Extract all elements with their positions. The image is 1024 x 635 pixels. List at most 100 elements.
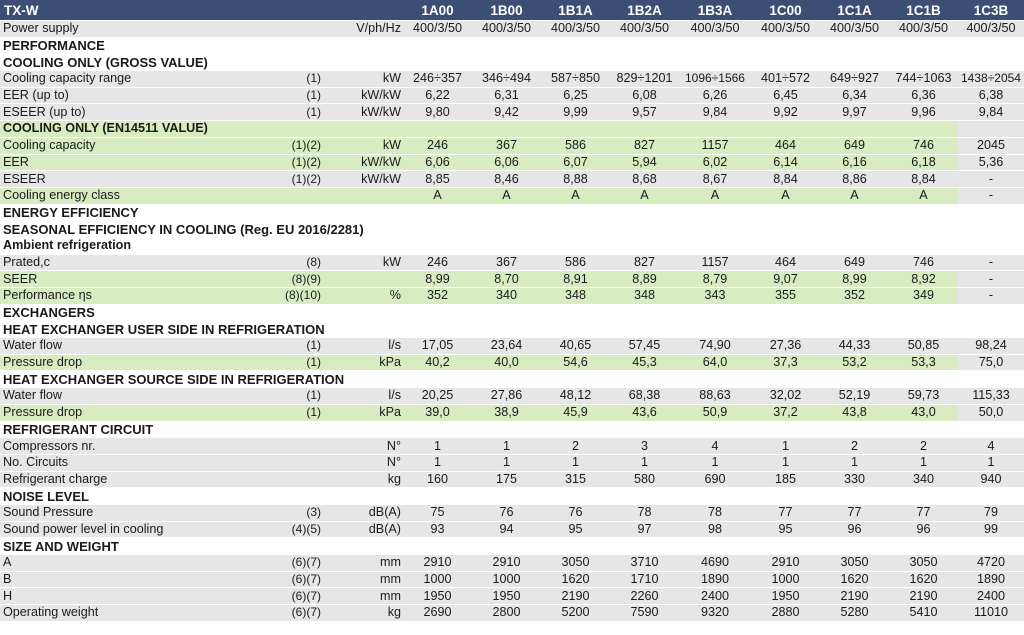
cell-value: [820, 120, 889, 138]
row-unit: dB(A): [325, 521, 403, 539]
cell-value: 2910: [472, 554, 541, 572]
row-label: No. Circuits: [0, 454, 255, 472]
cell-value: 4690: [679, 554, 751, 572]
cell-value: 6,31: [472, 87, 541, 105]
row-label: Pressure drop: [0, 404, 255, 422]
cell-value: 1950: [472, 587, 541, 606]
section-title: EXCHANGERS: [0, 304, 1024, 322]
cell-value: 8,79: [679, 270, 751, 288]
cell-value: 160: [403, 471, 472, 489]
row-unit: kW/kW: [325, 87, 403, 105]
cell-value: 76: [472, 504, 541, 522]
cell-value: -: [958, 170, 1024, 188]
cell-value: 401÷572: [751, 70, 820, 88]
table-row: Cooling capacity range (1) kW 246÷357 346÷49…: [0, 70, 1024, 88]
cell-value: 587÷850: [541, 70, 610, 88]
cell-value: 9,80: [403, 103, 472, 122]
row-unit: kg: [325, 604, 403, 622]
cell-value: 75: [403, 504, 472, 522]
row-note: [255, 20, 325, 38]
cell-value: 175: [472, 471, 541, 489]
cell-value: 1157: [679, 137, 751, 155]
row-note: (1): [255, 354, 325, 372]
row-unit: [325, 270, 403, 288]
row-label: ESEER: [0, 170, 255, 188]
cell-value: 43,0: [889, 404, 958, 422]
cell-value: 1950: [403, 587, 472, 606]
cell-value: 5,36: [958, 154, 1024, 172]
cell-value: 40,65: [541, 337, 610, 355]
cell-value: 352: [403, 287, 472, 305]
cell-value: [610, 120, 679, 138]
cell-value: 1: [958, 454, 1024, 472]
cell-value: A: [751, 187, 820, 205]
table-row: Prated,c (8) kW 246 367 586 827 1157 464 649 746-: [0, 254, 1024, 272]
row-note: (1): [255, 87, 325, 105]
cell-value: 1000: [403, 571, 472, 589]
cell-value: 1: [679, 454, 751, 472]
cell-value: 2190: [820, 587, 889, 606]
cell-value: 6,08: [610, 87, 679, 105]
section-title: PERFORMANCE: [0, 37, 1024, 55]
cell-value: 348: [610, 287, 679, 305]
cell-value: 8,84: [751, 170, 820, 188]
cell-value: 53,3: [889, 354, 958, 372]
cell-value: 64,0: [679, 354, 751, 372]
cell-value: 1710: [610, 571, 679, 589]
model-header: 1C3B: [958, 0, 1024, 21]
table-title: TX-W: [0, 0, 403, 21]
cell-value: 8,84: [889, 170, 958, 188]
cell-value: 1620: [541, 571, 610, 589]
cell-value: 9,97: [820, 103, 889, 122]
row-label: COOLING ONLY (EN14511 VALUE): [0, 120, 255, 138]
cell-value: 98,24: [958, 337, 1024, 355]
cell-value: A: [472, 187, 541, 205]
cell-value: 9,92: [751, 103, 820, 122]
row-label: Cooling energy class: [0, 187, 255, 205]
row-unit: l/s: [325, 387, 403, 405]
cell-value: 5280: [820, 604, 889, 622]
row-label: H: [0, 587, 255, 606]
cell-value: 246: [403, 137, 472, 155]
row-label: Pressure drop: [0, 354, 255, 372]
cell-value: 54,6: [541, 354, 610, 372]
cell-value: 6,36: [889, 87, 958, 105]
row-unit: kW/kW: [325, 154, 403, 172]
table-row: A (6)(7) mm 2910 2910 3050 3710 4690 2910 3050 305…: [0, 554, 1024, 572]
cell-value: 9,84: [958, 103, 1024, 122]
cell-value: 95: [541, 521, 610, 539]
cell-value: 829÷1201: [610, 70, 679, 88]
row-note: (1)(2): [255, 170, 325, 188]
cell-value: 6,34: [820, 87, 889, 105]
cell-value: 2910: [403, 554, 472, 572]
cell-value: 3050: [541, 554, 610, 572]
row-unit: dB(A): [325, 504, 403, 522]
cell-value: 3710: [610, 554, 679, 572]
cell-value: 400/3/50: [679, 20, 751, 38]
cell-value: 649÷927: [820, 70, 889, 88]
section-header-row: REFRIGERANT CIRCUIT: [0, 421, 1024, 439]
cell-value: 20,25: [403, 387, 472, 405]
table-row: COOLING ONLY (EN14511 VALUE): [0, 120, 1024, 138]
table-header-row: TX-W 1A00 1B00 1B1A 1B2A 1B3A 1C00 1C1A …: [0, 0, 1024, 21]
section-title: HEAT EXCHANGER SOURCE SIDE IN REFRIGERAT…: [0, 370, 1024, 389]
cell-value: 45,3: [610, 354, 679, 372]
cell-value: 2: [820, 437, 889, 455]
row-note: (6)(7): [255, 587, 325, 606]
cell-value: 6,38: [958, 87, 1024, 105]
section-title: NOISE LEVEL: [0, 487, 1024, 505]
cell-value: 1620: [889, 571, 958, 589]
spec-table: TX-W 1A00 1B00 1B1A 1B2A 1B3A 1C00 1C1A …: [0, 0, 1024, 622]
table-row: Performance ηs (8)(10)% 352 340 348 348 343 355…: [0, 287, 1024, 305]
cell-value: 246: [403, 254, 472, 272]
cell-value: 2910: [751, 554, 820, 572]
table-row: Pressure drop (1) kPa 40,2 40,0 54,6 45,3 64,0 3…: [0, 354, 1024, 372]
cell-value: 246÷357: [403, 70, 472, 88]
cell-value: 6,18: [889, 154, 958, 172]
cell-value: 400/3/50: [403, 20, 472, 38]
cell-value: 1620: [820, 571, 889, 589]
cell-value: 2: [889, 437, 958, 455]
cell-value: 6,16: [820, 154, 889, 172]
row-unit: kg: [325, 471, 403, 489]
cell-value: -: [958, 270, 1024, 288]
